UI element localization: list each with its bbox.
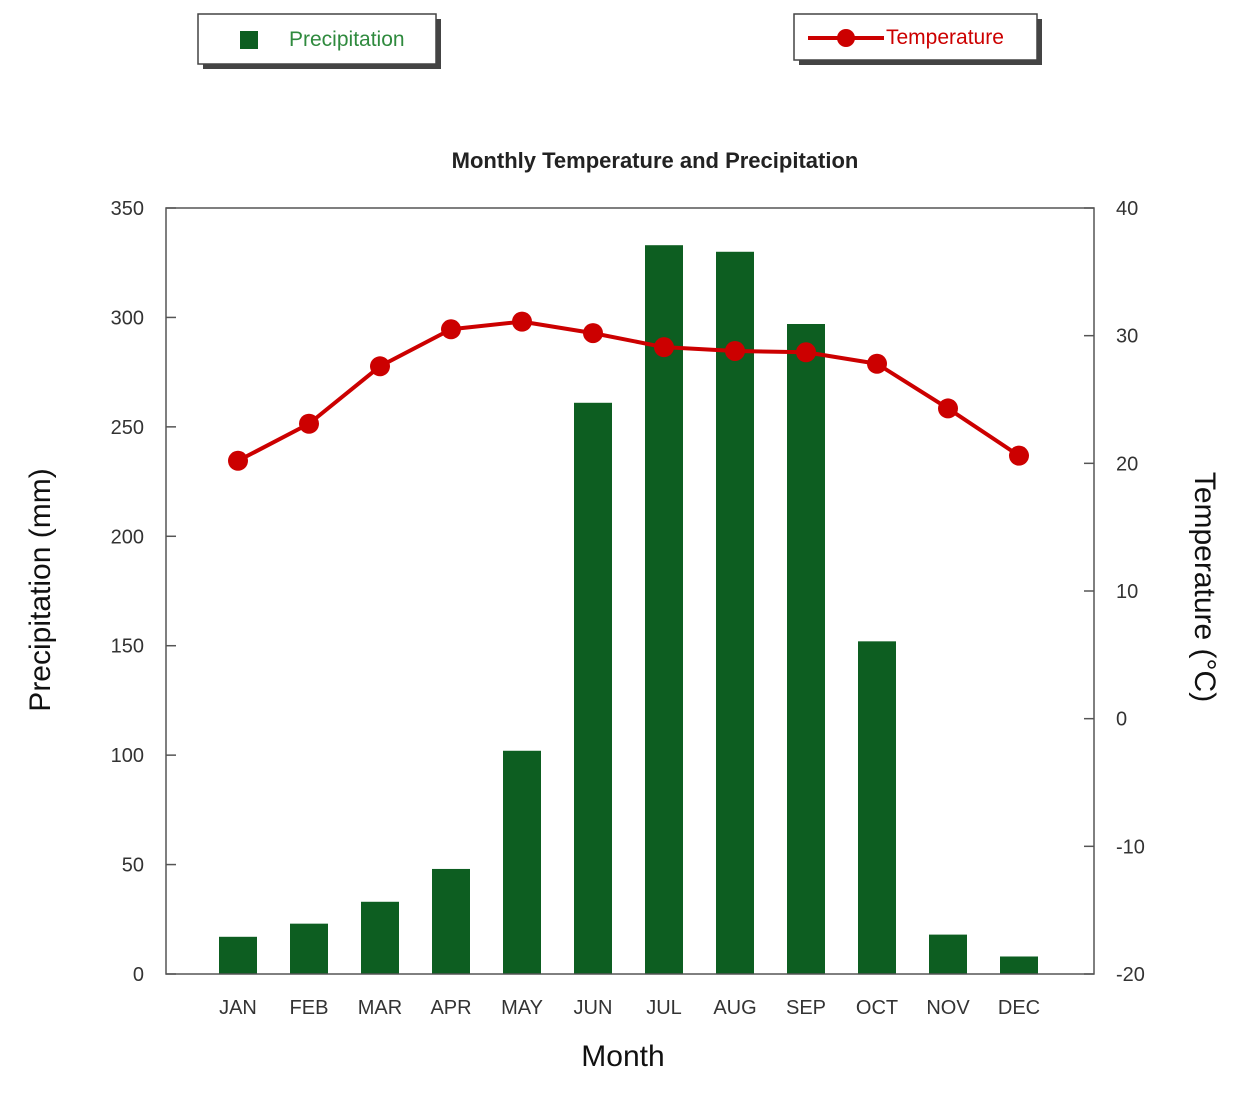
y2-tick-label: 10 bbox=[1116, 581, 1138, 603]
x-tick-label: JAN bbox=[219, 997, 257, 1019]
legend-temperature-label: Temperature bbox=[886, 26, 1004, 49]
legend-precipitation-swatch bbox=[240, 31, 258, 49]
temperature-line-group bbox=[228, 311, 1029, 471]
right-axis: -20 -10 0 10 20 30 40 bbox=[1084, 198, 1145, 986]
y2-axis-label: Temperature (°C) bbox=[1188, 472, 1221, 702]
x-tick-label: MAY bbox=[501, 997, 543, 1019]
legend-precipitation: Precipitation bbox=[197, 13, 441, 69]
y-axis-label: Precipitation (mm) bbox=[24, 468, 57, 711]
bar-oct bbox=[858, 641, 896, 974]
x-tick-label: SEP bbox=[786, 997, 826, 1019]
temperature-point-oct bbox=[867, 353, 887, 374]
left-axis: 0 50 100 150 200 250 300 350 bbox=[111, 198, 176, 986]
legend-precipitation-label: Precipitation bbox=[289, 28, 405, 51]
y2-tick-label: 30 bbox=[1116, 326, 1138, 348]
bar-jun bbox=[574, 402, 612, 975]
bar-may bbox=[503, 750, 541, 974]
temperature-point-nov bbox=[938, 398, 958, 419]
y2-tick-label: -10 bbox=[1116, 836, 1145, 858]
legend-temperature: Temperature bbox=[793, 13, 1042, 65]
temperature-point-dec bbox=[1009, 445, 1029, 466]
temperature-point-jan bbox=[228, 450, 248, 471]
legend-temperature-marker bbox=[837, 29, 855, 47]
temperature-point-feb bbox=[299, 413, 319, 434]
temperature-point-jul bbox=[654, 337, 674, 358]
chart-title: Monthly Temperature and Precipitation bbox=[452, 148, 859, 173]
y-tick-label: 200 bbox=[111, 526, 144, 548]
temperature-point-mar bbox=[370, 356, 390, 377]
y2-tick-label: -20 bbox=[1116, 964, 1145, 986]
y2-tick-label: 20 bbox=[1116, 453, 1138, 475]
bar-jul bbox=[645, 245, 683, 975]
x-tick-label: FEB bbox=[290, 997, 329, 1019]
x-tick-label: DEC bbox=[998, 997, 1040, 1019]
plot-frame bbox=[165, 207, 1095, 975]
bar-aug bbox=[716, 251, 754, 974]
y-tick-label: 150 bbox=[111, 636, 144, 658]
bar-dec bbox=[1000, 956, 1038, 974]
x-axis-label: Month bbox=[581, 1040, 664, 1073]
bars-group bbox=[219, 245, 1038, 975]
x-tick-label: NOV bbox=[926, 997, 970, 1019]
y2-tick-label: 0 bbox=[1116, 709, 1127, 731]
temperature-point-sep bbox=[796, 342, 816, 363]
x-tick-label: JUN bbox=[574, 997, 613, 1019]
y-tick-label: 300 bbox=[111, 307, 144, 329]
y-tick-label: 0 bbox=[133, 964, 144, 986]
bar-apr bbox=[432, 868, 470, 974]
y-tick-label: 250 bbox=[111, 417, 144, 439]
temperature-point-apr bbox=[441, 319, 461, 340]
bar-sep bbox=[787, 323, 825, 975]
y-tick-label: 350 bbox=[111, 198, 144, 220]
y-tick-label: 50 bbox=[122, 855, 144, 877]
temperature-line bbox=[237, 319, 1021, 463]
temperature-point-may bbox=[512, 311, 532, 332]
temperature-point-jun bbox=[583, 323, 603, 344]
x-tick-label: APR bbox=[430, 997, 471, 1019]
y2-tick-label: 40 bbox=[1116, 198, 1138, 220]
bar-feb bbox=[290, 923, 328, 974]
y-tick-label: 100 bbox=[111, 745, 144, 767]
temperature-point-aug bbox=[725, 340, 745, 361]
x-tick-label: OCT bbox=[856, 997, 898, 1019]
bar-nov bbox=[929, 934, 967, 974]
x-tick-label: MAR bbox=[358, 997, 402, 1019]
x-axis: JAN FEB MAR APR MAY JUN JUL AUG SEP OCT NOV DEC bbox=[219, 997, 1040, 1019]
x-tick-label: JUL bbox=[646, 997, 682, 1019]
bar-mar bbox=[361, 901, 399, 974]
x-tick-label: AUG bbox=[713, 997, 756, 1019]
bar-jan bbox=[219, 936, 257, 974]
